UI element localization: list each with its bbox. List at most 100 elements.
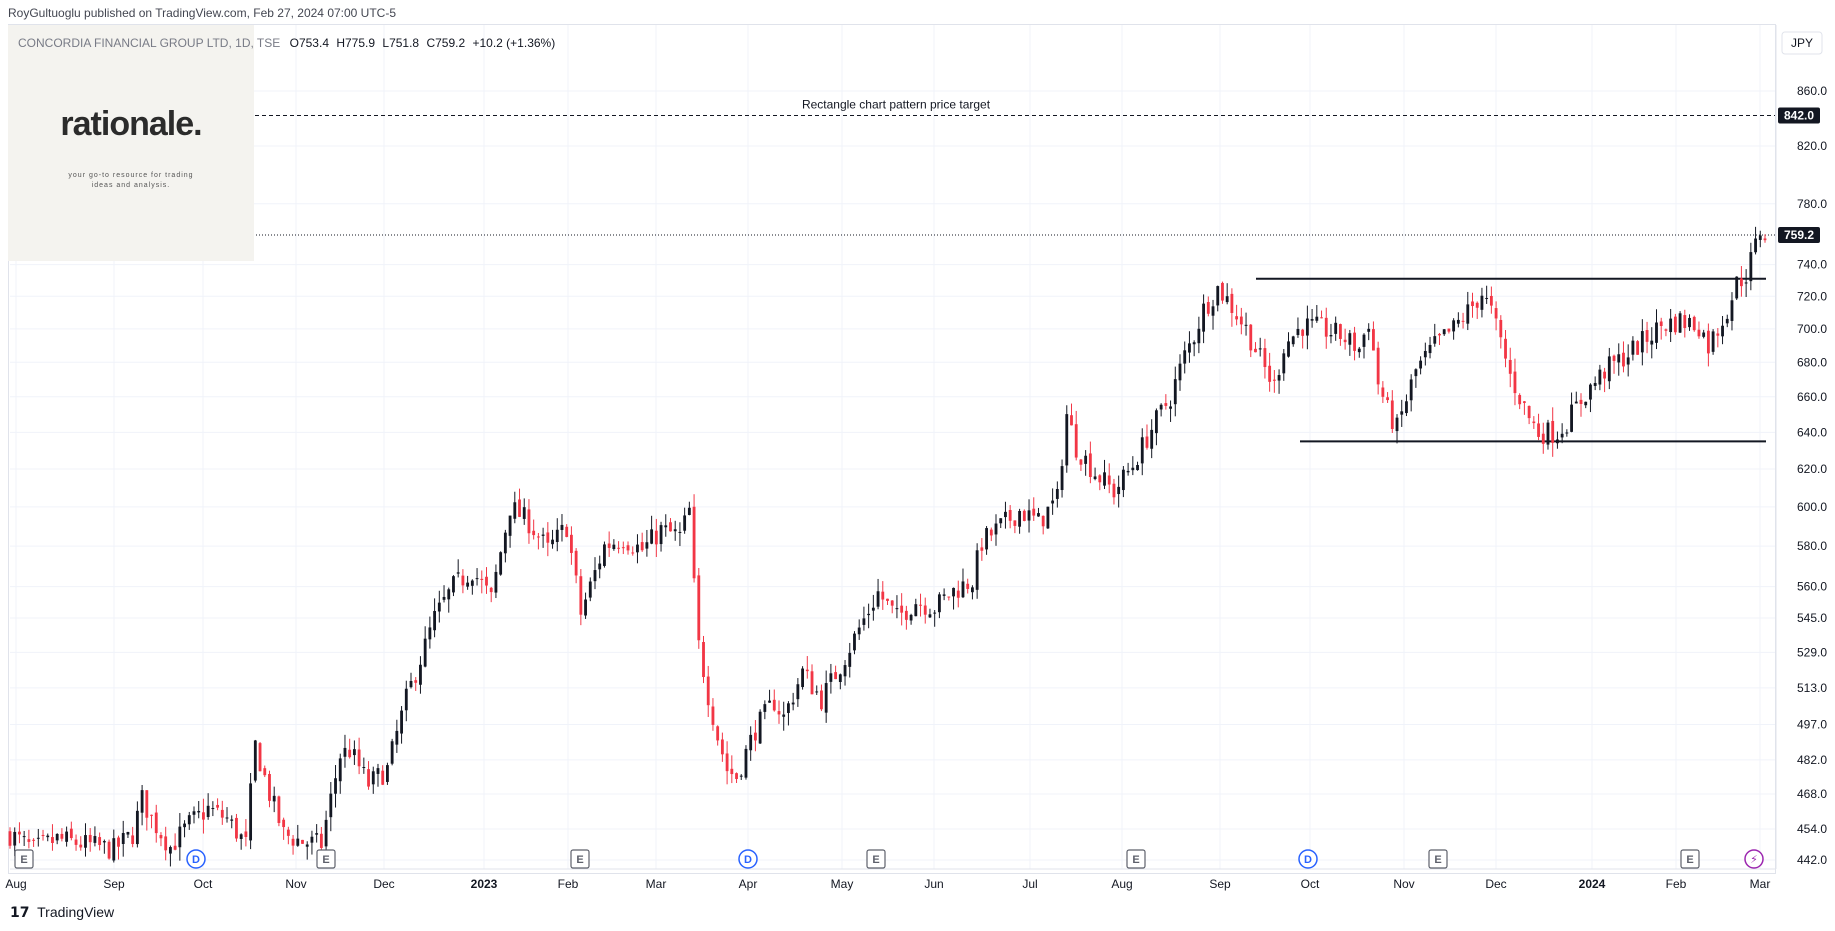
- candle-body: [569, 534, 573, 553]
- candle-body: [1268, 365, 1272, 382]
- candle-body: [164, 836, 168, 851]
- price-label-bg: [1778, 107, 1820, 124]
- candle-body: [1461, 320, 1465, 322]
- candle-body: [107, 841, 111, 859]
- candle-body: [1159, 404, 1163, 410]
- candle-body: [801, 668, 804, 688]
- candle-body: [1305, 318, 1309, 336]
- logo-wordmark: rationale.: [60, 105, 202, 143]
- candle-body: [409, 680, 413, 688]
- candle-body: [150, 814, 153, 816]
- candle-body: [1390, 400, 1394, 429]
- candle-body: [1301, 329, 1305, 336]
- symbol-name[interactable]: CONCORDIA FINANCIAL GROUP LTD, 1D, TSE: [18, 36, 281, 50]
- candle-body: [1560, 433, 1564, 438]
- price-axis[interactable]: 860.0 820.0 780.0 740.0 720.0 700.0 680.0 660.0…: [1775, 25, 1827, 869]
- candle-body: [720, 739, 724, 755]
- candle-body: [1584, 401, 1588, 406]
- candle-body: [1173, 379, 1177, 405]
- time-tick-label: Mar: [646, 877, 667, 891]
- candle-body: [1603, 371, 1607, 379]
- candle-body: [480, 578, 484, 580]
- candle-body: [1636, 341, 1640, 355]
- candle-body: [348, 749, 352, 758]
- price-tick-label: 660.0: [1797, 390, 1827, 404]
- candle-body: [536, 536, 540, 538]
- candle-body: [315, 833, 319, 835]
- candle-body: [1013, 520, 1017, 526]
- candle-body: [1367, 328, 1371, 332]
- candle-body: [857, 627, 861, 635]
- candle-body: [395, 730, 399, 745]
- dividend-marker-icon: [738, 849, 758, 869]
- candle-body: [1706, 330, 1710, 354]
- candle-body: [400, 710, 403, 734]
- candle-body: [853, 633, 856, 651]
- candle-body: [1178, 363, 1182, 381]
- candle-body: [1098, 475, 1102, 483]
- candle-body: [716, 726, 720, 741]
- candle-body: [1221, 282, 1224, 301]
- candle-body: [1282, 353, 1286, 374]
- candle-body: [862, 618, 866, 625]
- candle-body: [1211, 306, 1215, 316]
- candle-body: [79, 844, 83, 848]
- candle-body: [1556, 439, 1559, 444]
- price-tick-label: 720.0: [1797, 289, 1827, 303]
- time-tick-label: Nov: [285, 877, 306, 891]
- candle-body: [631, 552, 635, 554]
- candle-body: [202, 812, 205, 820]
- candle-body: [1296, 328, 1300, 336]
- candle-body: [131, 835, 135, 844]
- event-marker-letter: D: [744, 854, 752, 866]
- candle-body: [206, 805, 210, 818]
- candle-body: [1692, 316, 1696, 331]
- candle-body: [414, 680, 418, 683]
- price-tick-label: 820.0: [1797, 139, 1827, 153]
- candle-body: [1192, 342, 1196, 345]
- event-marker-letter: E: [1434, 854, 1441, 866]
- candle-body: [551, 539, 554, 545]
- candle-body: [93, 836, 97, 843]
- event-markers: E D E E D E E D E E ⚡: [14, 849, 1764, 869]
- candle-body: [1117, 486, 1121, 495]
- price-label-text: 759.2: [1784, 228, 1814, 242]
- candle-body: [1310, 319, 1314, 321]
- candle-body: [588, 581, 592, 598]
- candle-body: [1258, 348, 1262, 350]
- candle-body: [1522, 401, 1526, 403]
- candle-body: [961, 581, 965, 598]
- earnings-marker-icon: [866, 849, 886, 869]
- candle-body: [876, 591, 880, 607]
- candle-body: [1395, 417, 1399, 432]
- candle-body: [1617, 354, 1621, 363]
- candle-body: [824, 683, 828, 713]
- candle-body: [324, 819, 328, 847]
- candle-body: [362, 766, 366, 768]
- candle-body: [428, 627, 432, 640]
- event-marker-letter: E: [1132, 854, 1139, 866]
- candle-body: [937, 594, 941, 613]
- published-caption: RoyGultuoglu published on TradingView.co…: [8, 6, 397, 20]
- time-tick-label: Apr: [739, 877, 758, 891]
- candle-body: [1334, 322, 1338, 334]
- candle-body: [404, 688, 408, 711]
- candle-body: [621, 547, 625, 549]
- candle-body: [1348, 333, 1352, 345]
- candle-body: [18, 831, 21, 835]
- price-tick-label: 454.0: [1797, 822, 1827, 836]
- candle-body: [1324, 317, 1328, 337]
- price-labels: 842.0 759.2: [1778, 107, 1820, 244]
- candle-body: [947, 596, 951, 598]
- legend-open: O753.4: [289, 36, 329, 50]
- candle-body: [1145, 436, 1149, 448]
- time-axis[interactable]: Aug Sep Oct Nov Dec 2023 Feb Mar Apr May Jun Jul Aug…: [5, 868, 1776, 891]
- logo-tagline-line2: ideas and analysis.: [91, 182, 171, 189]
- candle-body: [27, 839, 31, 842]
- candle-body: [654, 530, 658, 545]
- candle-body: [381, 770, 385, 785]
- currency-button[interactable]: JPY: [1781, 31, 1823, 55]
- candle-body: [838, 674, 842, 682]
- candle-body: [706, 676, 710, 706]
